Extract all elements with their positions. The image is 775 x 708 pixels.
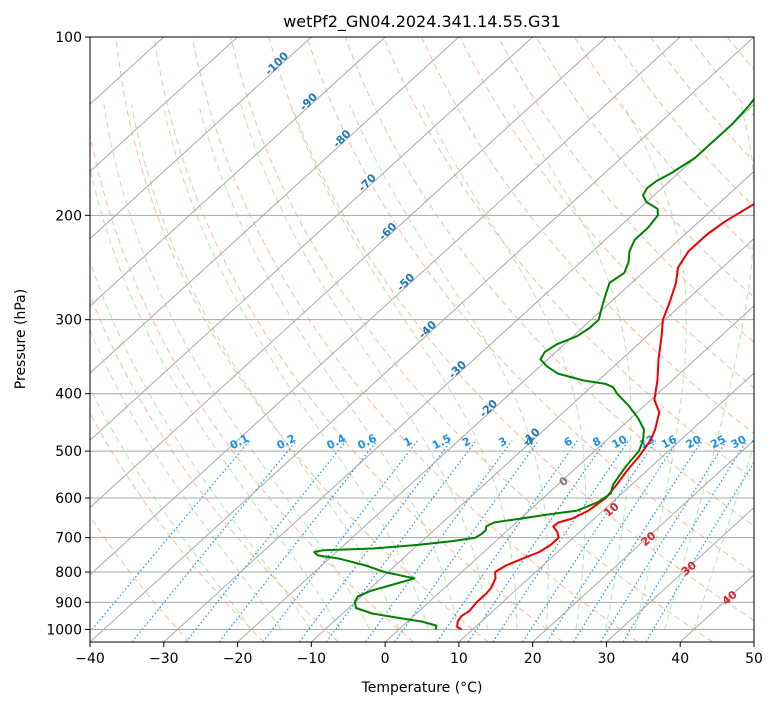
dry-adiabat-line <box>153 37 564 642</box>
moist-adiabat-line <box>198 104 459 630</box>
isotherm-line <box>90 37 681 576</box>
moist-adiabat-line <box>693 444 754 630</box>
moist-adiabat-line <box>349 104 549 630</box>
chart-title: wetPf2_GN04.2024.341.14.55.G31 <box>283 12 561 32</box>
dry-adiabat-line <box>535 37 754 298</box>
x-axis-label: Temperature (°C) <box>361 680 483 696</box>
y-tick-label: 100 <box>55 30 82 46</box>
moist-adiabat-line <box>162 104 429 630</box>
mixing-ratio-line <box>645 461 754 642</box>
dry-adiabat-line <box>497 37 754 344</box>
dry-adiabat-line <box>115 37 489 642</box>
y-tick-label: 600 <box>55 491 82 507</box>
moist-adiabat-line <box>103 104 370 630</box>
temperature-profile <box>456 202 754 631</box>
isotherm-line <box>90 37 754 642</box>
dry-adiabat-line <box>421 37 754 435</box>
mixing-ratio-label: 30 <box>729 433 749 452</box>
dry-adiabat-line <box>191 37 639 642</box>
mixing-ratio-label: 25 <box>708 433 728 452</box>
y-tick-label: 500 <box>55 444 82 460</box>
x-tick-label: 50 <box>745 651 763 667</box>
x-tick-label: −40 <box>75 651 105 667</box>
mixing-ratio-line <box>218 440 378 642</box>
y-tick-label: 800 <box>55 565 82 581</box>
y-tick-label: 1000 <box>46 622 82 638</box>
isotherm-line <box>310 237 754 642</box>
x-tick-label: −30 <box>149 651 179 667</box>
axis-layer: −40 −30 −20 −10 0 10 20 30 40 50 100 200 300 400 500 60… <box>46 30 763 667</box>
isotherm-line <box>90 37 386 307</box>
x-tick-label: 40 <box>671 651 689 667</box>
dry-adiabat-line <box>459 37 754 389</box>
mixing-ratio-label: 20 <box>684 433 704 452</box>
moist-adiabat-line <box>131 104 400 630</box>
isotherm-line <box>532 439 754 642</box>
y-tick-label: 900 <box>55 595 82 611</box>
mixing-ratio-line <box>365 440 513 642</box>
x-tick-label: −20 <box>223 651 253 667</box>
dewpoint-profile <box>313 97 754 630</box>
plot-frame <box>89 36 755 643</box>
mixing-ratio-line <box>325 440 477 642</box>
isotherm-line <box>458 372 754 642</box>
moist-adiabat-line <box>622 104 687 630</box>
dry-adiabat-line <box>306 37 754 574</box>
mixing-ratio-label: 16 <box>659 433 679 452</box>
dry-adiabat-line <box>90 515 190 642</box>
data-layer <box>313 97 754 631</box>
x-tick-label: −10 <box>297 651 327 667</box>
mixing-ratio-line <box>492 440 629 642</box>
mixing-ratio-line <box>131 440 298 642</box>
mixing-ratio-line <box>622 440 748 642</box>
mixing-ratio-line <box>522 440 657 642</box>
moist-adiabat-line <box>90 259 311 630</box>
mixing-ratio-label: 10 <box>610 433 630 452</box>
mixing-ratio-line <box>436 440 578 642</box>
isotherm-line <box>90 37 607 509</box>
x-tick-label: 30 <box>597 651 615 667</box>
x-tick-label: 20 <box>524 651 542 667</box>
dry-adiabat-line <box>90 412 265 642</box>
mixing-ratio-line <box>546 440 679 642</box>
isotherm-line <box>90 37 460 374</box>
mixing-ratio-line <box>600 440 728 642</box>
grid-layer <box>90 37 754 642</box>
moist-adiabat-line <box>90 165 341 630</box>
y-tick-label: 400 <box>55 387 82 403</box>
mixing-ratio-line <box>572 440 703 642</box>
y-tick-label: 200 <box>55 208 82 224</box>
x-tick-label: 0 <box>381 651 390 667</box>
dry-adiabat-line <box>382 37 754 481</box>
isotherm-line <box>90 37 312 240</box>
y-tick-label: 700 <box>55 531 82 547</box>
isotherm-line <box>90 37 238 173</box>
x-tick-label: 10 <box>450 651 468 667</box>
moist-adiabat-line <box>240 104 488 630</box>
dry-adiabat-line <box>90 131 414 642</box>
mixing-ratio-line <box>467 440 607 642</box>
mixing-ratio-label: 36 <box>750 433 770 452</box>
moist-adiabat-line <box>422 104 587 630</box>
dry-adiabat-line <box>268 37 754 622</box>
moist-adiabat-line <box>512 104 632 630</box>
moist-adiabat-line <box>664 104 754 630</box>
y-tick-label: 300 <box>55 313 82 329</box>
moist-adiabat-line <box>90 328 282 630</box>
moist-adiabat-line <box>289 104 518 630</box>
isotherm-line <box>90 37 534 442</box>
y-axis-label: Pressure (hPa) <box>13 289 29 389</box>
isotherm-line <box>384 305 754 642</box>
isotherm-line <box>606 506 754 642</box>
